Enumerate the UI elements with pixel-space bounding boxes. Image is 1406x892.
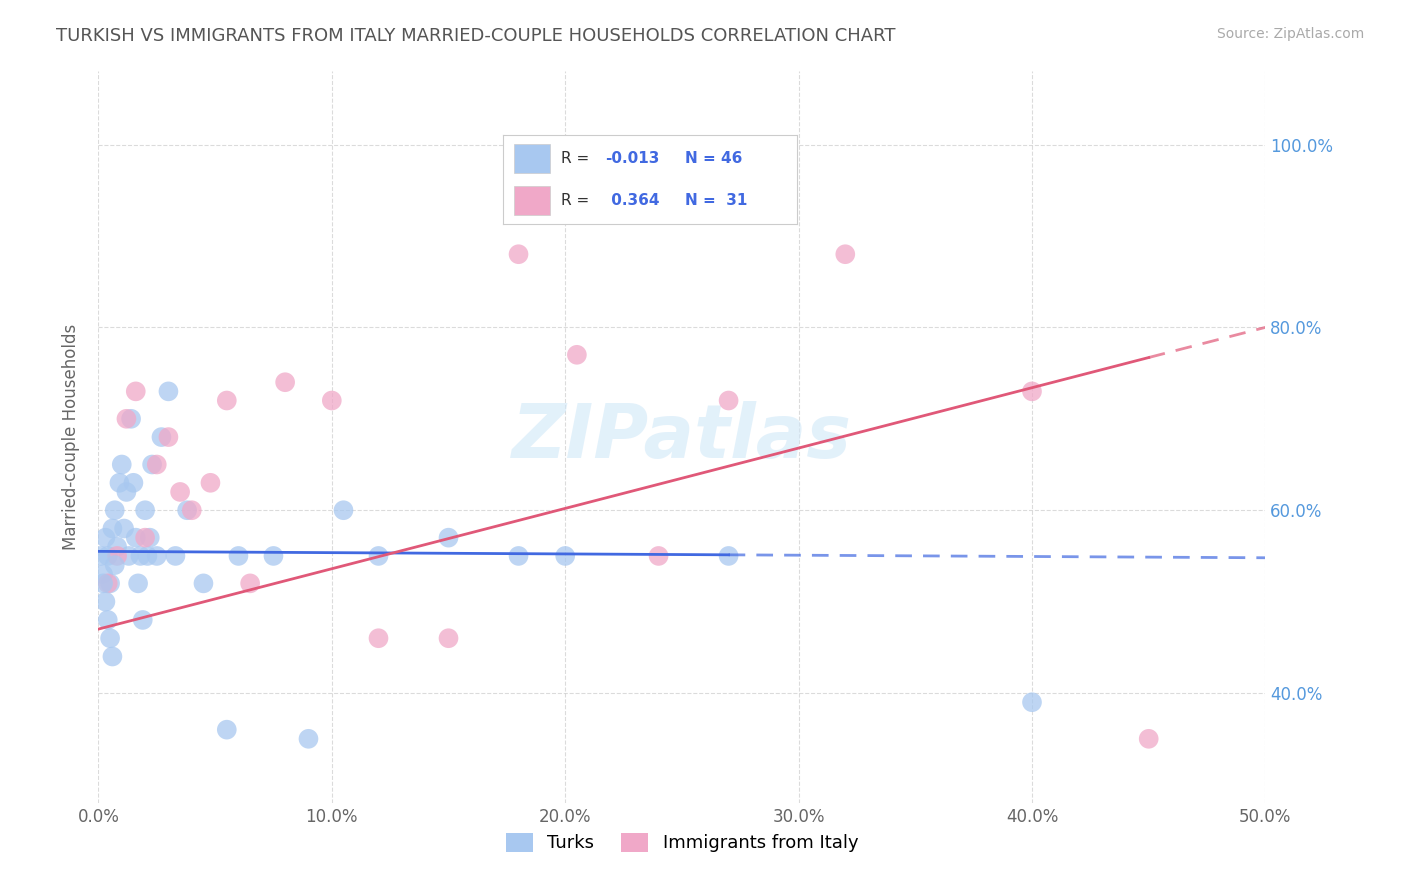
Point xyxy=(127,576,149,591)
Point xyxy=(134,503,156,517)
Point xyxy=(129,549,152,563)
Point xyxy=(1021,695,1043,709)
Point xyxy=(139,531,162,545)
Point xyxy=(165,549,187,563)
Point xyxy=(146,458,169,472)
Point xyxy=(332,503,354,517)
Point xyxy=(112,521,135,535)
Point xyxy=(554,549,576,563)
FancyBboxPatch shape xyxy=(515,145,550,173)
Point xyxy=(111,458,134,472)
Point xyxy=(101,649,124,664)
Text: N = 46: N = 46 xyxy=(685,151,742,166)
Point xyxy=(104,558,127,573)
FancyBboxPatch shape xyxy=(515,186,550,215)
Point xyxy=(134,531,156,545)
Point xyxy=(274,375,297,389)
Point xyxy=(115,485,138,500)
Point xyxy=(180,503,202,517)
Text: ZIPatlas: ZIPatlas xyxy=(512,401,852,474)
Text: TURKISH VS IMMIGRANTS FROM ITALY MARRIED-COUPLE HOUSEHOLDS CORRELATION CHART: TURKISH VS IMMIGRANTS FROM ITALY MARRIED… xyxy=(56,27,896,45)
Point xyxy=(136,549,159,563)
Point xyxy=(104,503,127,517)
Point xyxy=(834,247,856,261)
Text: 0.364: 0.364 xyxy=(606,193,659,208)
Point xyxy=(115,412,138,426)
Legend: Turks, Immigrants from Italy: Turks, Immigrants from Italy xyxy=(498,826,866,860)
Point xyxy=(367,549,389,563)
Point xyxy=(437,632,460,646)
Point xyxy=(717,549,740,563)
Point xyxy=(239,576,262,591)
Point xyxy=(157,430,180,444)
Point xyxy=(169,485,191,500)
Point xyxy=(98,632,121,646)
Point xyxy=(565,348,588,362)
Point xyxy=(215,723,238,737)
Point xyxy=(101,521,124,535)
Point xyxy=(508,549,530,563)
Point xyxy=(717,393,740,408)
Point xyxy=(105,549,128,563)
Point xyxy=(125,531,148,545)
Text: -0.013: -0.013 xyxy=(606,151,659,166)
Point xyxy=(297,731,319,746)
Point xyxy=(122,475,145,490)
Point xyxy=(141,458,163,472)
Point xyxy=(98,576,121,591)
Point xyxy=(90,549,112,563)
Point xyxy=(150,430,173,444)
Point xyxy=(97,576,120,591)
Text: Source: ZipAtlas.com: Source: ZipAtlas.com xyxy=(1216,27,1364,41)
Point xyxy=(108,475,131,490)
Point xyxy=(91,567,114,582)
Point xyxy=(321,393,343,408)
Point xyxy=(215,393,238,408)
Point xyxy=(1137,731,1160,746)
Point xyxy=(437,531,460,545)
Point xyxy=(647,549,669,563)
Point xyxy=(91,576,114,591)
Text: R =: R = xyxy=(561,193,589,208)
Point xyxy=(146,549,169,563)
Point xyxy=(105,540,128,554)
Point xyxy=(367,632,389,646)
Text: N =  31: N = 31 xyxy=(685,193,748,208)
Point xyxy=(200,475,222,490)
Text: R =: R = xyxy=(561,151,589,166)
Point xyxy=(118,549,141,563)
Point xyxy=(94,531,117,545)
Point xyxy=(193,576,215,591)
Point xyxy=(132,613,155,627)
Point xyxy=(1021,384,1043,399)
Point xyxy=(228,549,250,563)
Point xyxy=(176,503,198,517)
Point xyxy=(262,549,284,563)
Point xyxy=(94,594,117,608)
Point xyxy=(97,549,120,563)
Point xyxy=(120,412,142,426)
Point xyxy=(157,384,180,399)
Y-axis label: Married-couple Households: Married-couple Households xyxy=(62,324,80,550)
Point xyxy=(508,247,530,261)
Point xyxy=(97,613,120,627)
Point xyxy=(125,384,148,399)
